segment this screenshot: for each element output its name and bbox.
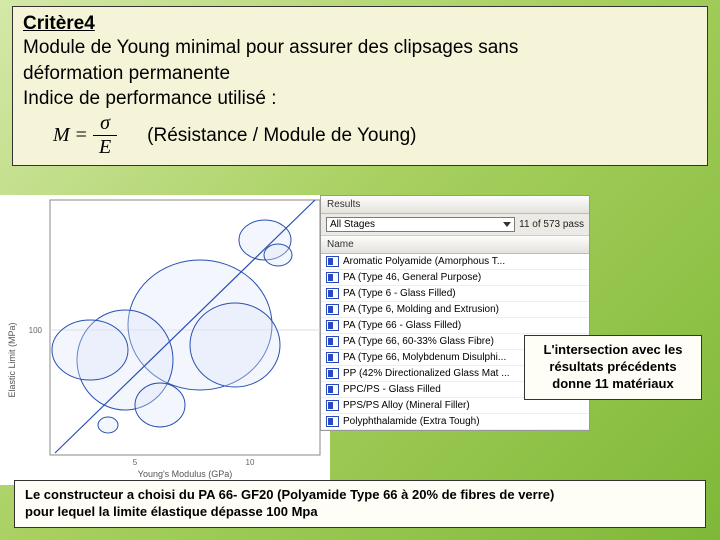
material-icon — [326, 336, 339, 347]
material-icon — [326, 272, 339, 283]
chart-ylabel: Elastic Limit (MPa) — [7, 322, 17, 397]
critere-title: Critère4 — [23, 13, 697, 35]
intersection-l3: donne 11 matériaux — [533, 376, 693, 393]
formula-line: M = σ E (Résistance / Module de Young) — [23, 112, 697, 159]
material-icon — [326, 400, 339, 411]
name-column-header: Name — [321, 235, 589, 254]
ashby-chart: Elastic Limit (MPa) Young's Modulus (GPa… — [0, 195, 330, 485]
material-row[interactable]: PPS/PS Alloy (Mineral Filler) — [321, 398, 589, 414]
material-name: PA (Type 66, Molybdenum Disulphi... — [343, 352, 506, 363]
material-icon — [326, 304, 339, 315]
pass-count: 11 of 573 pass — [519, 219, 584, 230]
critere-box: Critère4 Module de Young minimal pour as… — [12, 6, 708, 166]
material-icon — [326, 384, 339, 395]
material-name: PPC/PS - Glass Filled — [343, 384, 441, 395]
formula-num: σ — [93, 112, 117, 136]
results-title: Results — [321, 196, 589, 214]
stage-select-label: All Stages — [330, 219, 375, 230]
chart-bubble — [135, 383, 185, 427]
svg-text:10: 10 — [246, 458, 255, 467]
chart-bubble — [98, 417, 118, 433]
formula-fraction: σ E — [93, 112, 117, 159]
chart-bubble — [190, 303, 280, 387]
material-name: PA (Type 6, Molding and Extrusion) — [343, 304, 499, 315]
material-row[interactable]: Aromatic Polyamide (Amorphous T... — [321, 254, 589, 270]
material-icon — [326, 320, 339, 331]
chart-bubble — [264, 244, 292, 266]
intersection-l1: L'intersection avec les — [533, 342, 693, 359]
material-icon — [326, 352, 339, 363]
material-name: PPS/PS Alloy (Mineral Filler) — [343, 400, 470, 411]
conclusion-l1: Le constructeur a choisi du PA 66- GF20 … — [25, 487, 695, 504]
material-row[interactable]: PA (Type 46, General Purpose) — [321, 270, 589, 286]
formula-M: M — [53, 124, 70, 147]
conclusion-l2: pour lequel la limite élastique dépasse … — [25, 504, 695, 521]
material-name: PP (42% Directionalized Glass Mat ... — [343, 368, 510, 379]
svg-text:100: 100 — [29, 326, 43, 335]
critere-line3: Indice de performance utilisé : — [23, 86, 697, 112]
formula-explanation: (Résistance / Module de Young) — [147, 123, 416, 149]
critere-line2: déformation permanente — [23, 61, 697, 87]
material-row[interactable]: PA (Type 6 - Glass Filled) — [321, 286, 589, 302]
material-name: PA (Type 66 - Glass Filled) — [343, 320, 461, 331]
chart-xlabel: Young's Modulus (GPa) — [138, 469, 232, 479]
intersection-callout: L'intersection avec les résultats précéd… — [524, 335, 702, 400]
critere-line1: Module de Young minimal pour assurer des… — [23, 35, 697, 61]
material-icon — [326, 368, 339, 379]
material-row[interactable]: PA (Type 66 - Glass Filled) — [321, 318, 589, 334]
formula-eq: = — [76, 124, 87, 147]
conclusion-box: Le constructeur a choisi du PA 66- GF20 … — [14, 480, 706, 528]
material-icon — [326, 288, 339, 299]
material-name: Polyphthalamide (Extra Tough) — [343, 416, 480, 427]
material-icon — [326, 256, 339, 267]
material-name: PA (Type 6 - Glass Filled) — [343, 288, 456, 299]
material-name: PA (Type 46, General Purpose) — [343, 272, 481, 283]
material-row[interactable]: PA (Type 6, Molding and Extrusion) — [321, 302, 589, 318]
formula: M = σ E — [53, 112, 117, 159]
chevron-down-icon — [503, 222, 511, 227]
svg-text:5: 5 — [133, 458, 138, 467]
material-icon — [326, 416, 339, 427]
material-name: PA (Type 66, 60-33% Glass Fibre) — [343, 336, 494, 347]
material-name: Aromatic Polyamide (Amorphous T... — [343, 256, 505, 267]
stage-row: All Stages 11 of 573 pass — [321, 214, 589, 235]
stage-select[interactable]: All Stages — [326, 217, 515, 232]
chart-bubble — [52, 320, 128, 380]
material-row[interactable]: Polyphthalamide (Extra Tough) — [321, 414, 589, 430]
formula-den: E — [93, 136, 117, 159]
intersection-l2: résultats précédents — [533, 359, 693, 376]
